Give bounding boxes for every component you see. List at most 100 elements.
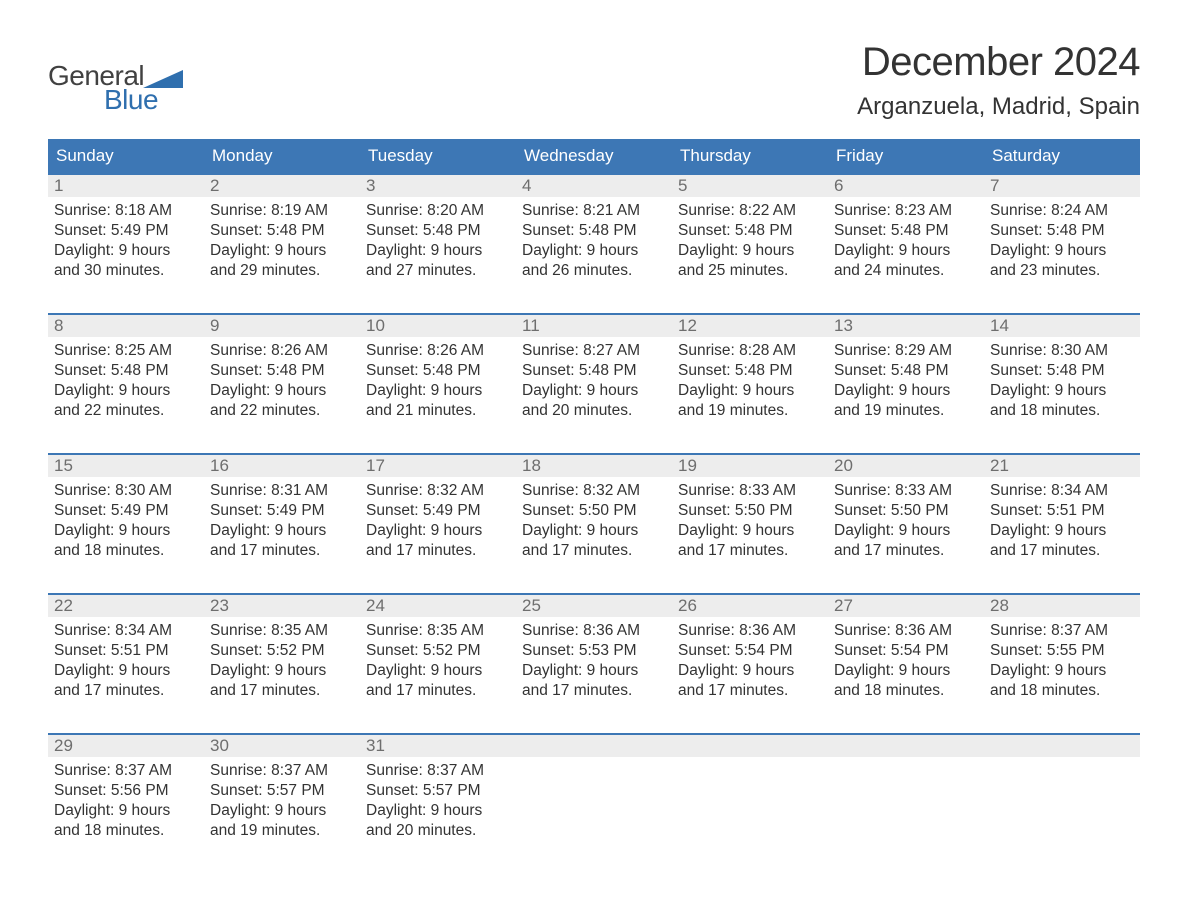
sunrise-line: Sunrise: 8:30 AM bbox=[990, 341, 1134, 361]
day-number: 10 bbox=[360, 315, 516, 337]
day-cell: 25Sunrise: 8:36 AMSunset: 5:53 PMDayligh… bbox=[516, 595, 672, 715]
sunrise-line: Sunrise: 8:36 AM bbox=[834, 621, 978, 641]
day-number: 18 bbox=[516, 455, 672, 477]
day-cell: 14 Sunrise: 8:30 AMSunset: 5:48 PMDayligh… bbox=[984, 315, 1140, 435]
daylight-line: Daylight: 9 hours and 29 minutes. bbox=[210, 241, 354, 281]
sunrise-line: Sunrise: 8:29 AM bbox=[834, 341, 978, 361]
day-cell: 1Sunrise: 8:18 AMSunset: 5:49 PMDaylight… bbox=[48, 175, 204, 295]
sunset-line: Sunset: 5:48 PM bbox=[366, 221, 510, 241]
day-number: 6 bbox=[828, 175, 984, 197]
weekday-header-cell: Friday bbox=[828, 139, 984, 173]
day-cell: 15Sunrise: 8:30 AMSunset: 5:49 PMDayligh… bbox=[48, 455, 204, 575]
day-cell: 3Sunrise: 8:20 AMSunset: 5:48 PMDaylight… bbox=[360, 175, 516, 295]
daylight-line: Daylight: 9 hours and 17 minutes. bbox=[210, 661, 354, 701]
day-details: Sunrise: 8:37 AMSunset: 5:57 PMDaylight:… bbox=[204, 757, 360, 846]
day-details: Sunrise: 8:26 AMSunset: 5:48 PMDaylight:… bbox=[360, 337, 516, 426]
sunrise-line: Sunrise: 8:34 AM bbox=[990, 481, 1134, 501]
daylight-line: Daylight: 9 hours and 17 minutes. bbox=[366, 521, 510, 561]
day-number: 11 bbox=[516, 315, 672, 337]
weekday-header-cell: Thursday bbox=[672, 139, 828, 173]
day-details: Sunrise: 8:31 AMSunset: 5:49 PMDaylight:… bbox=[204, 477, 360, 566]
daylight-line: Daylight: 9 hours and 18 minutes. bbox=[990, 381, 1134, 421]
day-number: 5 bbox=[672, 175, 828, 197]
weekday-header-cell: Saturday bbox=[984, 139, 1140, 173]
sunset-line: Sunset: 5:50 PM bbox=[834, 501, 978, 521]
week-row: 1Sunrise: 8:18 AMSunset: 5:49 PMDaylight… bbox=[48, 173, 1140, 295]
day-cell: 9Sunrise: 8:26 AMSunset: 5:48 PMDaylight… bbox=[204, 315, 360, 435]
location-subtitle: Arganzuela, Madrid, Spain bbox=[857, 93, 1140, 121]
sunset-line: Sunset: 5:48 PM bbox=[990, 361, 1134, 381]
sunset-line: Sunset: 5:48 PM bbox=[678, 361, 822, 381]
day-details: Sunrise: 8:19 AMSunset: 5:48 PMDaylight:… bbox=[204, 197, 360, 286]
sunrise-line: Sunrise: 8:26 AM bbox=[210, 341, 354, 361]
day-number: 22 bbox=[48, 595, 204, 617]
daylight-line: Daylight: 9 hours and 23 minutes. bbox=[990, 241, 1134, 281]
day-number: 14 bbox=[984, 315, 1140, 337]
daylight-line: Daylight: 9 hours and 24 minutes. bbox=[834, 241, 978, 281]
daylight-line: Daylight: 9 hours and 18 minutes. bbox=[834, 661, 978, 701]
day-cell: 31Sunrise: 8:37 AMSunset: 5:57 PMDayligh… bbox=[360, 735, 516, 855]
day-number: 29 bbox=[48, 735, 204, 757]
day-number: 23 bbox=[204, 595, 360, 617]
daylight-line: Daylight: 9 hours and 27 minutes. bbox=[366, 241, 510, 281]
day-cell: 13Sunrise: 8:29 AMSunset: 5:48 PMDayligh… bbox=[828, 315, 984, 435]
daylight-line: Daylight: 9 hours and 22 minutes. bbox=[54, 381, 198, 421]
sunrise-line: Sunrise: 8:31 AM bbox=[210, 481, 354, 501]
day-cell: 26Sunrise: 8:36 AMSunset: 5:54 PMDayligh… bbox=[672, 595, 828, 715]
day-cell: 5Sunrise: 8:22 AMSunset: 5:48 PMDaylight… bbox=[672, 175, 828, 295]
day-number: 7 bbox=[984, 175, 1140, 197]
sunset-line: Sunset: 5:54 PM bbox=[678, 641, 822, 661]
day-details: Sunrise: 8:29 AMSunset: 5:48 PMDaylight:… bbox=[828, 337, 984, 426]
sunset-line: Sunset: 5:50 PM bbox=[678, 501, 822, 521]
calendar-grid: SundayMondayTuesdayWednesdayThursdayFrid… bbox=[48, 139, 1140, 855]
day-details: Sunrise: 8:36 AMSunset: 5:54 PMDaylight:… bbox=[828, 617, 984, 706]
sunrise-line: Sunrise: 8:20 AM bbox=[366, 201, 510, 221]
daylight-line: Daylight: 9 hours and 18 minutes. bbox=[54, 801, 198, 841]
sunrise-line: Sunrise: 8:18 AM bbox=[54, 201, 198, 221]
day-details: Sunrise: 8:36 AMSunset: 5:54 PMDaylight:… bbox=[672, 617, 828, 706]
day-details: Sunrise: 8:18 AMSunset: 5:49 PMDaylight:… bbox=[48, 197, 204, 286]
day-cell: 8Sunrise: 8:25 AMSunset: 5:48 PMDaylight… bbox=[48, 315, 204, 435]
day-number: 27 bbox=[828, 595, 984, 617]
sunset-line: Sunset: 5:52 PM bbox=[366, 641, 510, 661]
sunrise-line: Sunrise: 8:36 AM bbox=[678, 621, 822, 641]
daylight-line: Daylight: 9 hours and 17 minutes. bbox=[834, 521, 978, 561]
day-cell: 7Sunrise: 8:24 AMSunset: 5:48 PMDaylight… bbox=[984, 175, 1140, 295]
day-number: 19 bbox=[672, 455, 828, 477]
day-cell: 16Sunrise: 8:31 AMSunset: 5:49 PMDayligh… bbox=[204, 455, 360, 575]
day-details: Sunrise: 8:33 AMSunset: 5:50 PMDaylight:… bbox=[672, 477, 828, 566]
day-details: Sunrise: 8:22 AMSunset: 5:48 PMDaylight:… bbox=[672, 197, 828, 286]
sunrise-line: Sunrise: 8:35 AM bbox=[366, 621, 510, 641]
flag-icon bbox=[143, 70, 183, 88]
sunset-line: Sunset: 5:48 PM bbox=[990, 221, 1134, 241]
sunrise-line: Sunrise: 8:32 AM bbox=[522, 481, 666, 501]
sunset-line: Sunset: 5:57 PM bbox=[366, 781, 510, 801]
day-number: 21 bbox=[984, 455, 1140, 477]
day-details: Sunrise: 8:20 AMSunset: 5:48 PMDaylight:… bbox=[360, 197, 516, 286]
sunset-line: Sunset: 5:48 PM bbox=[522, 361, 666, 381]
daylight-line: Daylight: 9 hours and 19 minutes. bbox=[678, 381, 822, 421]
sunset-line: Sunset: 5:53 PM bbox=[522, 641, 666, 661]
sunset-line: Sunset: 5:56 PM bbox=[54, 781, 198, 801]
day-number: . bbox=[828, 735, 984, 757]
day-number: 4 bbox=[516, 175, 672, 197]
sunset-line: Sunset: 5:48 PM bbox=[522, 221, 666, 241]
day-cell: 30Sunrise: 8:37 AMSunset: 5:57 PMDayligh… bbox=[204, 735, 360, 855]
calendar-page: General Blue December 2024 Arganzuela, M… bbox=[0, 0, 1188, 875]
title-block: December 2024 Arganzuela, Madrid, Spain bbox=[857, 40, 1140, 121]
day-number: 24 bbox=[360, 595, 516, 617]
sunrise-line: Sunrise: 8:34 AM bbox=[54, 621, 198, 641]
day-cell: 27Sunrise: 8:36 AMSunset: 5:54 PMDayligh… bbox=[828, 595, 984, 715]
day-number: 28 bbox=[984, 595, 1140, 617]
day-cell: 11Sunrise: 8:27 AMSunset: 5:48 PMDayligh… bbox=[516, 315, 672, 435]
day-number: 1 bbox=[48, 175, 204, 197]
daylight-line: Daylight: 9 hours and 18 minutes. bbox=[54, 521, 198, 561]
day-number: 13 bbox=[828, 315, 984, 337]
sunrise-line: Sunrise: 8:22 AM bbox=[678, 201, 822, 221]
sunrise-line: Sunrise: 8:19 AM bbox=[210, 201, 354, 221]
day-cell: 28Sunrise: 8:37 AMSunset: 5:55 PMDayligh… bbox=[984, 595, 1140, 715]
daylight-line: Daylight: 9 hours and 19 minutes. bbox=[834, 381, 978, 421]
daylight-line: Daylight: 9 hours and 25 minutes. bbox=[678, 241, 822, 281]
sunset-line: Sunset: 5:48 PM bbox=[210, 361, 354, 381]
daylight-line: Daylight: 9 hours and 17 minutes. bbox=[678, 661, 822, 701]
